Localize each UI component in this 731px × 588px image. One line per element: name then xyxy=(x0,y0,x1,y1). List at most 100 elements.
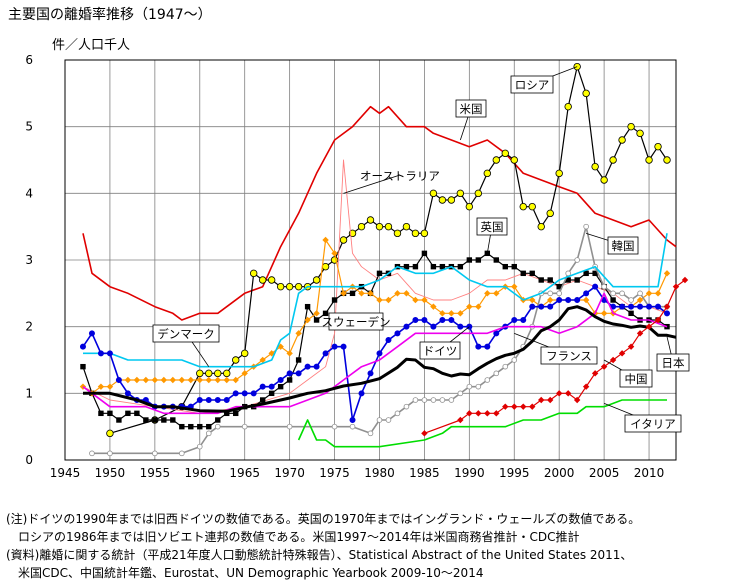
data-point xyxy=(80,363,86,370)
label-英国: 英国 xyxy=(476,217,508,254)
data-point xyxy=(115,376,122,383)
data-point xyxy=(484,343,491,350)
data-point xyxy=(88,330,95,337)
x-tick-label: 1995 xyxy=(499,466,530,480)
series-line xyxy=(82,159,668,414)
data-point xyxy=(197,423,203,430)
data-point xyxy=(223,369,231,378)
data-point xyxy=(645,156,653,164)
data-point xyxy=(393,229,402,238)
data-point xyxy=(601,283,607,290)
data-point xyxy=(321,262,330,271)
y-tick-label: 0 xyxy=(25,453,33,467)
data-point xyxy=(322,350,329,357)
data-point xyxy=(501,149,509,158)
series-lines xyxy=(79,62,689,457)
label-box xyxy=(152,324,220,343)
data-point xyxy=(322,236,329,244)
data-point xyxy=(188,423,194,430)
data-point xyxy=(205,430,212,437)
data-point xyxy=(520,270,526,277)
label-leader xyxy=(343,174,401,194)
data-point xyxy=(223,376,230,384)
note-line-1: (注)ドイツの1990年までは旧西ドイツの数値である。英国の1970年まではイン… xyxy=(6,512,641,526)
data-point xyxy=(654,142,662,151)
data-point xyxy=(394,330,401,337)
data-point xyxy=(267,276,276,284)
series-4 xyxy=(79,236,671,397)
label-ロシア: ロシア xyxy=(510,66,578,94)
data-point xyxy=(232,376,239,384)
data-point xyxy=(618,136,626,144)
footnotes: (注)ドイツの1990年までは旧西ドイツの数値である。英国の1970年まではイン… xyxy=(6,510,640,582)
data-point xyxy=(529,303,536,310)
data-point xyxy=(457,416,464,424)
data-point xyxy=(376,296,383,304)
x-tick-label: 1985 xyxy=(409,466,440,480)
data-point xyxy=(312,276,321,284)
data-point xyxy=(421,397,428,403)
data-point xyxy=(313,363,320,370)
data-point xyxy=(385,296,392,304)
data-point xyxy=(457,310,464,317)
data-point xyxy=(556,283,562,290)
data-point xyxy=(537,222,545,231)
data-point xyxy=(681,276,689,284)
series-line xyxy=(82,292,668,415)
x-tick-label: 1960 xyxy=(185,466,216,480)
data-point xyxy=(573,396,581,404)
data-point xyxy=(547,396,554,404)
data-point xyxy=(331,250,338,257)
data-point xyxy=(628,310,634,317)
data-point xyxy=(151,376,159,384)
data-point xyxy=(106,383,114,390)
data-point xyxy=(600,310,608,317)
data-point xyxy=(152,417,158,423)
data-point xyxy=(276,282,285,291)
data-point xyxy=(645,323,653,330)
data-point xyxy=(259,383,266,390)
data-point xyxy=(474,189,483,198)
data-point xyxy=(160,376,168,384)
data-point xyxy=(403,323,410,330)
data-point xyxy=(277,383,284,390)
data-point xyxy=(592,283,599,290)
data-point xyxy=(466,410,473,417)
data-point xyxy=(98,410,104,417)
y-tick-label: 4 xyxy=(25,186,33,200)
data-point xyxy=(367,430,374,437)
data-point xyxy=(645,290,653,297)
label-text: ドイツ xyxy=(423,344,458,358)
data-point xyxy=(331,343,338,350)
series-6 xyxy=(83,233,668,368)
data-point xyxy=(206,423,212,430)
note-line-4: 米国CDC、中国統計年鑑、Eurostat、UN Demographic Yea… xyxy=(6,566,484,580)
data-point xyxy=(107,410,113,417)
data-point xyxy=(502,363,509,370)
label-box xyxy=(619,369,653,388)
data-point xyxy=(106,429,114,438)
x-tick-label: 2000 xyxy=(544,466,575,480)
data-point xyxy=(215,417,221,423)
data-point xyxy=(358,390,365,397)
data-point xyxy=(493,370,500,377)
data-point xyxy=(466,257,473,263)
data-point xyxy=(430,323,437,330)
data-point xyxy=(412,397,419,403)
data-point xyxy=(304,363,311,370)
data-point xyxy=(610,290,616,297)
data-point xyxy=(600,363,608,370)
series-11 xyxy=(297,399,667,448)
data-point xyxy=(619,290,625,297)
data-point xyxy=(79,343,86,350)
chart-title: 主要国の離婚率推移（1947〜） xyxy=(8,7,212,23)
y-tick-label: 1 xyxy=(25,386,33,400)
series-8 xyxy=(82,292,668,415)
data-point xyxy=(214,369,222,378)
series-line xyxy=(83,305,677,413)
data-point xyxy=(627,343,635,350)
data-point xyxy=(232,356,240,364)
data-point xyxy=(169,376,177,384)
data-point xyxy=(475,257,482,263)
plot-frame xyxy=(64,59,677,461)
